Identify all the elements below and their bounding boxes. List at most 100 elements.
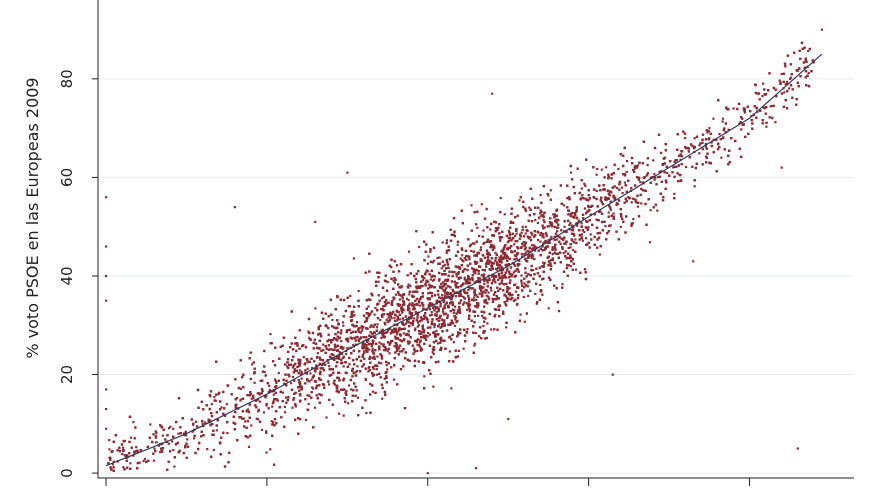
data-point-560: [466, 328, 469, 331]
data-point-340: [418, 343, 421, 346]
data-point-303: [443, 263, 446, 266]
data-point-630: [386, 330, 389, 333]
data-point-464: [336, 344, 340, 347]
data-point-643: [409, 284, 412, 287]
data-point-301: [789, 76, 793, 79]
y-tick-label-4: 80: [58, 69, 76, 88]
data-point-541: [338, 354, 341, 357]
data-point-1: [386, 313, 389, 316]
data-point-176: [291, 366, 294, 369]
data-point-455: [426, 331, 430, 335]
data-point-705: [302, 356, 305, 359]
data-point-373: [684, 165, 688, 169]
data-point-148: [408, 307, 411, 310]
data-point-592: [108, 439, 111, 442]
data-point-109: [534, 292, 537, 295]
data-point-409: [555, 238, 559, 241]
data-point-647: [289, 382, 293, 385]
data-point-278: [294, 342, 297, 345]
data-point-305: [284, 396, 288, 399]
data-point-153: [539, 194, 542, 197]
data-point-13: [473, 342, 477, 345]
data-point-596: [453, 271, 456, 274]
data-point-633: [518, 237, 521, 240]
data-point-172: [349, 315, 352, 319]
data-point-15: [442, 339, 445, 342]
data-point-307: [473, 268, 476, 271]
data-point-134: [701, 141, 704, 144]
data-point-413: [542, 236, 545, 239]
data-point-668: [367, 370, 370, 373]
data-point-44: [569, 265, 572, 268]
data-point-645: [664, 156, 667, 159]
data-point-222: [512, 271, 515, 274]
data-point-383: [772, 104, 775, 107]
data-point-128: [628, 197, 631, 200]
data-point-712: [503, 213, 506, 216]
data-point-184: [485, 294, 488, 297]
data-point-576: [399, 318, 402, 321]
data-point-671: [524, 232, 527, 235]
data-point-365: [380, 297, 384, 300]
data-point-708: [508, 292, 511, 295]
data-point-695: [783, 91, 786, 94]
data-point-679: [462, 296, 465, 299]
data-point-449: [470, 204, 473, 207]
data-point-521: [167, 427, 171, 430]
data-point-424: [427, 292, 430, 295]
data-point-553: [518, 199, 521, 202]
data-point-421: [541, 278, 544, 281]
data-point-306: [541, 265, 544, 268]
data-point-649: [407, 283, 410, 286]
data-point-385: [604, 225, 607, 228]
data-point-245: [718, 133, 721, 136]
data-point-228: [595, 173, 598, 176]
data-point-370: [432, 259, 436, 262]
data-point-717: [514, 290, 517, 293]
data-point-639: [476, 295, 479, 298]
data-point-665: [504, 257, 508, 260]
data-point-80: [615, 203, 618, 207]
data-point-354: [693, 137, 696, 140]
data-point-226: [771, 104, 774, 108]
data-point-414: [319, 378, 323, 381]
data-point-348: [390, 315, 393, 318]
data-point-681: [601, 188, 605, 191]
data-point-508: [272, 400, 275, 403]
data-point-536: [420, 330, 423, 333]
data-point-284: [388, 352, 391, 355]
data-point-473: [633, 167, 637, 170]
data-point-401: [541, 242, 545, 245]
data-point-659: [636, 164, 639, 167]
data-point-676: [549, 189, 552, 192]
data-point-286: [598, 253, 601, 256]
data-point-74: [542, 218, 545, 221]
data-point-49: [483, 273, 486, 276]
data-point-605: [402, 332, 405, 335]
data-point-438: [507, 229, 511, 232]
data-point-634: [357, 340, 360, 343]
data-point-637: [786, 80, 789, 83]
data-point-39: [155, 431, 158, 435]
data-point-298: [609, 208, 612, 211]
data-point-294: [712, 117, 715, 120]
data-point-32: [468, 245, 472, 248]
data-point-338: [481, 268, 484, 271]
data-point-460: [206, 448, 209, 451]
data-point-602: [418, 341, 421, 344]
data-point-492: [474, 272, 477, 275]
data-point-139: [500, 254, 503, 257]
data-point-61: [376, 323, 379, 326]
data-point-454: [411, 323, 414, 327]
data-point-670: [438, 323, 441, 326]
data-point-617: [291, 375, 294, 379]
data-point-53: [135, 446, 138, 449]
data-point-586: [710, 141, 713, 144]
data-point-252: [467, 306, 471, 309]
data-point-405: [788, 87, 791, 90]
data-point-399: [636, 205, 639, 208]
data-point-577: [413, 347, 416, 350]
data-point-698: [277, 371, 280, 375]
data-point-580: [328, 365, 331, 368]
data-point-266: [523, 320, 526, 323]
